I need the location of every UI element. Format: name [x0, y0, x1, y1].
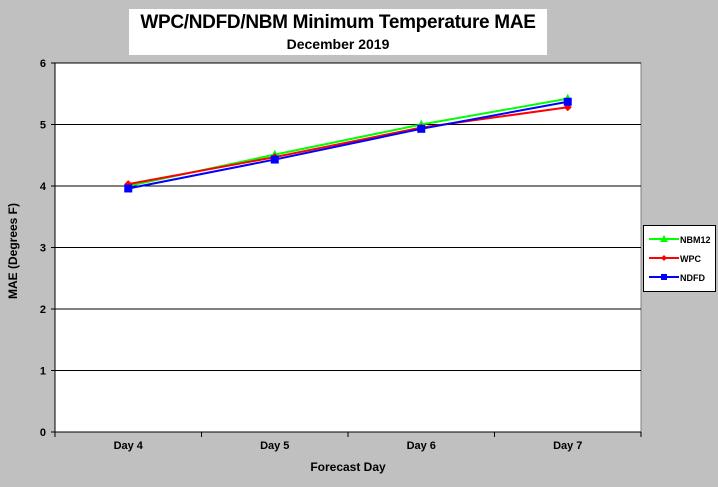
data-point-ndfd	[124, 184, 133, 193]
data-point-ndfd	[563, 97, 572, 106]
legend-item-ndfd: NDFD	[644, 271, 715, 287]
legend-item-nbm12: NBM12	[644, 233, 715, 249]
legend-swatch-nbm12	[649, 235, 679, 242]
legend-label-ndfd: NDFD	[680, 273, 705, 283]
data-point-ndfd	[417, 124, 426, 133]
title-box: WPC/NDFD/NBM Minimum Temperature MAE Dec…	[129, 9, 547, 55]
x-tick-label: Day 5	[260, 440, 289, 452]
legend: NBM12 WPC NDFD	[643, 225, 716, 292]
legend-label-wpc: WPC	[680, 254, 701, 264]
y-tick-label: 6	[40, 58, 46, 70]
y-tick-label: 3	[40, 243, 46, 255]
series-line-wpc	[128, 106, 568, 186]
chart-subtitle: December 2019	[286, 36, 390, 52]
legend-item-wpc: WPC	[644, 252, 715, 268]
x-tick-label: Day 6	[407, 440, 436, 452]
data-point-ndfd	[270, 155, 279, 164]
y-axis-label: MAE (Degrees F)	[6, 202, 20, 300]
x-tick-label: Day 4	[114, 440, 144, 452]
legend-swatch-ndfd	[649, 274, 679, 280]
legend-label-nbm12: NBM12	[680, 235, 711, 245]
y-tick-label: 2	[40, 304, 46, 316]
chart-title: WPC/NDFD/NBM Minimum Temperature MAE	[140, 12, 536, 33]
y-tick-label: 5	[40, 120, 46, 132]
y-tick-label: 0	[40, 427, 46, 439]
series-line-ndfd	[128, 100, 568, 190]
x-axis-label: Forecast Day	[310, 460, 386, 474]
y-tick-label: 4	[40, 181, 47, 193]
x-tick-label: Day 7	[553, 440, 582, 452]
y-tick-label: 1	[40, 366, 46, 378]
legend-swatch-wpc	[649, 255, 679, 261]
